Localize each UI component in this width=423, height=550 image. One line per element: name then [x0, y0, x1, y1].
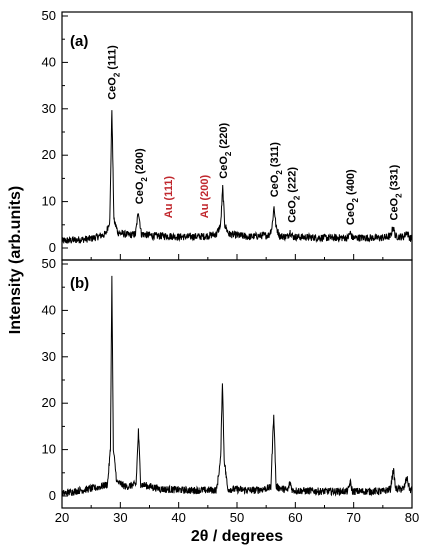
y-tick-label: 30 — [42, 101, 56, 116]
x-tick-label: 20 — [55, 510, 69, 525]
y-tick-label: 40 — [42, 54, 56, 69]
x-tick-label: 40 — [171, 510, 185, 525]
panel-a-trace — [61, 110, 413, 244]
y-tick-label: 10 — [42, 194, 56, 209]
panel-a-label: (a) — [70, 33, 88, 50]
panel-a-yticks — [62, 15, 68, 249]
y-axis-title: Intensity (arb.units) — [7, 186, 24, 334]
peak-label: CeO2 (200) — [134, 148, 149, 204]
peak-label: CeO2 (331) — [388, 164, 403, 220]
y-tick-label: 0 — [49, 240, 56, 255]
panel-a-peak-labels: CeO2 (111) CeO2 (200) Au (111) Au (200) CeO2… — [107, 45, 404, 225]
peak-label: Au (200) — [199, 174, 211, 218]
x-tick-labels: 20 30 40 50 60 70 80 — [55, 510, 419, 525]
x-tick-label: 80 — [405, 510, 419, 525]
y-tick-label: 20 — [42, 395, 56, 410]
peak-label: Au (111) — [163, 176, 175, 219]
panel-a-ytick-labels: 0 10 20 30 40 50 — [42, 8, 56, 255]
y-tick-label: 0 — [49, 488, 56, 503]
peak-label: CeO2 (400) — [345, 169, 360, 225]
x-tick-label: 50 — [230, 510, 244, 525]
panel-b-yticks — [62, 240, 68, 497]
peak-label: CeO2 (222) — [286, 167, 301, 223]
panel-b-xticks — [61, 502, 413, 508]
y-tick-label: 40 — [42, 302, 56, 317]
peak-label: CeO2 (311) — [269, 142, 284, 198]
panel-a: 0 10 20 30 40 50 CeO2 (111) CeO2 (200) Au (111)… — [42, 8, 413, 261]
x-axis-title: 2θ / degrees — [191, 528, 283, 545]
y-tick-label: 50 — [42, 256, 56, 271]
panel-b-label: (b) — [70, 275, 89, 292]
y-tick-label: 50 — [42, 8, 56, 23]
x-tick-label: 70 — [346, 510, 360, 525]
y-tick-label: 30 — [42, 349, 56, 364]
peak-label: CeO2 (111) — [107, 45, 122, 100]
peak-label: CeO2 (220) — [218, 123, 233, 179]
x-tick-label: 60 — [288, 510, 302, 525]
panel-b-trace — [61, 275, 413, 497]
panel-b-ytick-labels: 0 10 20 30 40 50 — [42, 256, 56, 503]
x-tick-label: 30 — [113, 510, 127, 525]
y-tick-label: 20 — [42, 147, 56, 162]
panel-b: 0 10 20 30 40 50 (b) — [42, 240, 413, 509]
y-tick-label: 10 — [42, 442, 56, 457]
